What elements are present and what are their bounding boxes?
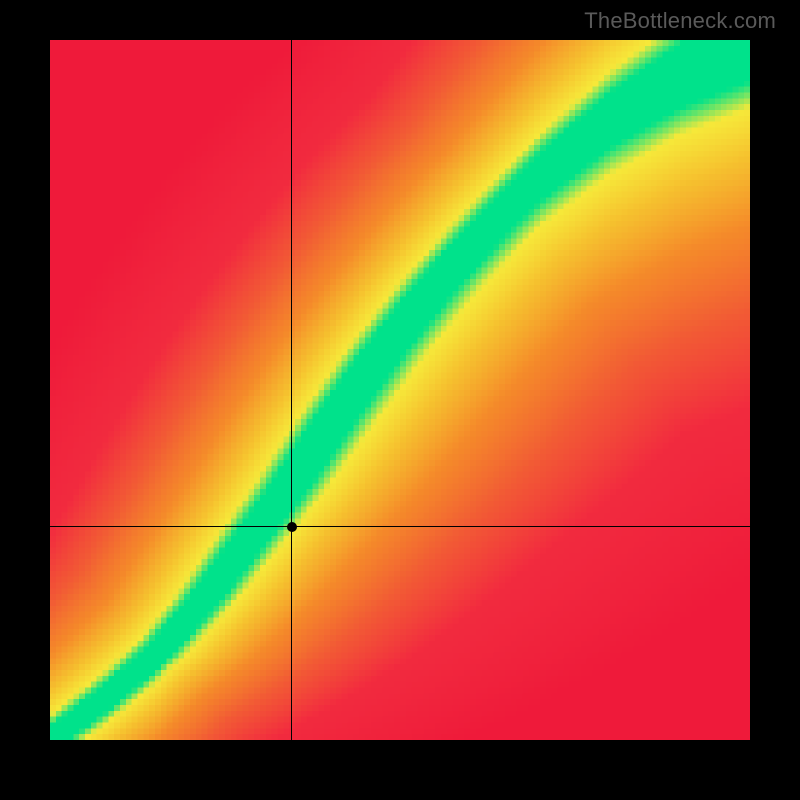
watermark-text: TheBottleneck.com xyxy=(584,8,776,34)
figure-frame: TheBottleneck.com xyxy=(0,0,800,800)
heatmap-canvas xyxy=(50,40,750,740)
crosshair-marker xyxy=(287,522,297,532)
crosshair-vertical xyxy=(291,40,292,740)
crosshair-horizontal xyxy=(50,526,750,527)
heatmap-plot xyxy=(50,40,750,740)
